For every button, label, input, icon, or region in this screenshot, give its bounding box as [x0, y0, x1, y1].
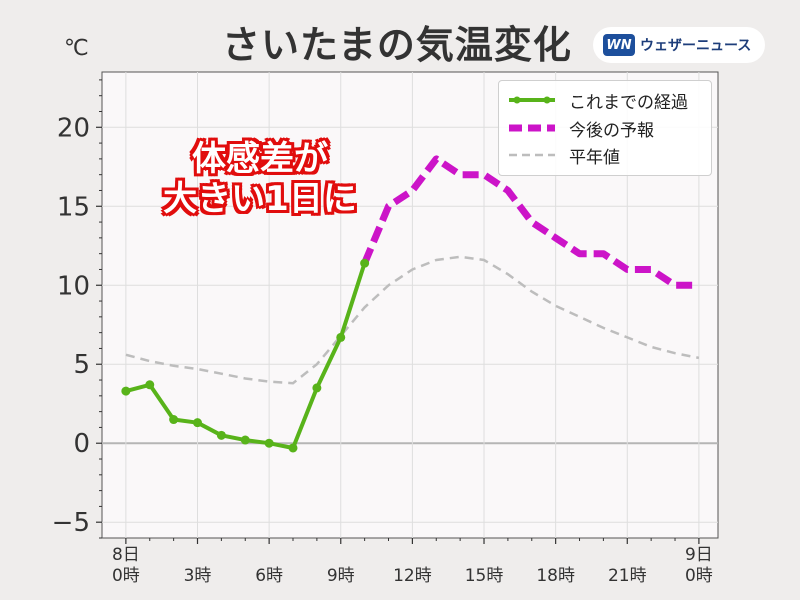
legend-label-observed: これまでの経過 — [569, 92, 688, 113]
brand-name: ウェザーニュース — [640, 38, 752, 54]
series-point-observed — [336, 332, 346, 342]
legend-label-forecast: 今後の予報 — [569, 120, 654, 141]
series-point-observed — [240, 435, 250, 445]
x-tick-label-hour: 15時 — [465, 566, 504, 586]
x-tick-label-hour: 0時 — [685, 566, 713, 586]
legend-swatch-observed — [509, 96, 555, 104]
legend-label-normal: 平年値 — [569, 147, 620, 168]
legend-swatch-normal — [509, 153, 555, 157]
annotation-line-2: 大きい1日に — [163, 179, 357, 219]
legend-item-observed: これまでの経過 — [507, 89, 688, 113]
series-point-observed — [216, 430, 226, 440]
series-point-observed — [288, 443, 298, 453]
axis-ticks — [96, 79, 700, 544]
x-tick-label-hour: 21時 — [608, 566, 647, 586]
annotation-line-1: 体感差が — [192, 139, 328, 179]
x-tick-label-day: 9日 — [685, 545, 713, 565]
series-point-observed — [145, 380, 155, 390]
y-tick-label: −5 — [52, 508, 90, 538]
legend-swatch-forecast — [509, 124, 555, 132]
x-tick-label-hour: 6時 — [255, 566, 283, 586]
series-line-normal — [125, 255, 700, 385]
y-tick-label: 5 — [73, 350, 90, 380]
y-tick-label: 10 — [57, 271, 90, 301]
series-point-observed — [121, 386, 131, 396]
y-tick-label: 15 — [57, 192, 90, 222]
x-tick-label-hour: 0時 — [112, 566, 140, 586]
chart-annotation: 体感差が 大きい1日に — [162, 139, 358, 219]
series-point-observed — [264, 438, 274, 448]
x-tick-label-day: 8日 — [112, 545, 140, 565]
series-point-observed — [169, 415, 179, 425]
series-line-forecast — [361, 155, 699, 289]
series-point-observed — [312, 383, 322, 393]
series-point-observed — [193, 418, 203, 428]
page-title: さいたまの気温変化 — [222, 23, 572, 67]
chart-legend: これまでの経過 今後の予報 平年値 — [498, 80, 712, 176]
y-tick-label: 20 — [57, 113, 90, 143]
series-layer — [121, 155, 700, 453]
brand-badge: WN ウェザーニュース — [593, 27, 765, 63]
y-tick-label: 0 — [73, 429, 90, 459]
brand-logo-icon: WN — [603, 34, 635, 56]
legend-item-normal: 平年値 — [507, 144, 620, 168]
y-axis-unit: ℃ — [64, 36, 89, 61]
legend-item-forecast: 今後の予報 — [507, 117, 654, 141]
x-tick-label-hour: 3時 — [184, 566, 212, 586]
x-tick-label-hour: 12時 — [393, 566, 432, 586]
series-point-observed — [360, 258, 370, 268]
x-tick-label-hour: 9時 — [327, 566, 355, 586]
x-tick-label-hour: 18時 — [536, 566, 575, 586]
